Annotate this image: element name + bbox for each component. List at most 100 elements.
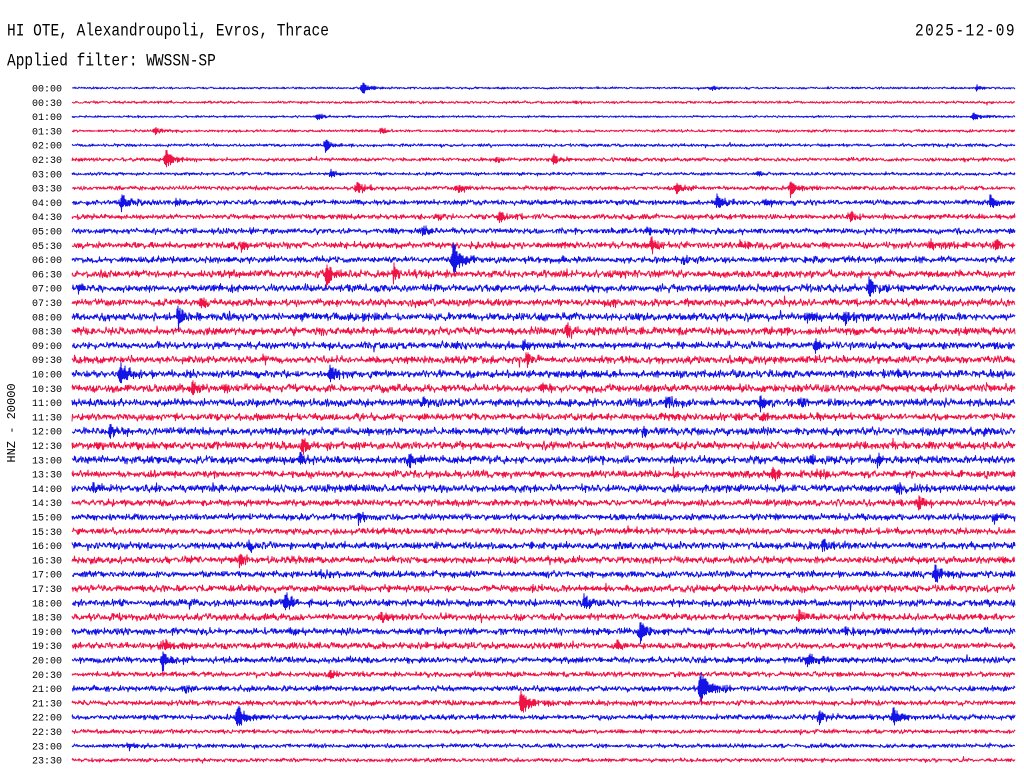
trace-13-00 — [71, 451, 1016, 469]
row-label: 17:00 — [32, 571, 62, 582]
trace-14-30 — [71, 495, 1016, 511]
trace-12-30 — [71, 437, 1016, 455]
trace-08-30 — [71, 322, 1016, 339]
row-label: 00:30 — [32, 99, 62, 110]
row-label: 08:00 — [32, 313, 62, 324]
row-label: 15:00 — [32, 514, 62, 525]
chart-subtitle: Applied filter: WWSSN-SP — [7, 52, 216, 72]
row-label: 07:00 — [32, 285, 62, 296]
trace-21-30 — [71, 689, 1016, 713]
row-label: 05:30 — [32, 242, 62, 253]
trace-03-00 — [71, 168, 1016, 178]
row-label: 22:30 — [32, 728, 62, 739]
row-label: 15:30 — [32, 528, 62, 539]
trace-00-30 — [71, 100, 1016, 106]
trace-18-00 — [71, 592, 1016, 611]
trace-16-30 — [71, 553, 1016, 569]
row-label: 02:00 — [32, 142, 62, 153]
row-label: 17:30 — [32, 585, 62, 596]
trace-21-00 — [71, 672, 1016, 704]
trace-07-30 — [71, 295, 1016, 309]
trace-17-30 — [71, 582, 1016, 594]
trace-09-30 — [71, 352, 1016, 368]
row-label: 12:00 — [32, 428, 62, 439]
row-label: 09:30 — [32, 356, 62, 367]
row-label: 06:30 — [32, 270, 62, 281]
row-label: 04:00 — [32, 199, 62, 210]
row-label: 21:00 — [32, 685, 62, 696]
row-label: 05:00 — [32, 228, 62, 239]
trace-05-30 — [71, 236, 1016, 255]
row-label: 18:30 — [32, 614, 62, 625]
trace-16-00 — [71, 538, 1016, 554]
trace-08-00 — [71, 305, 1016, 332]
row-label: 12:30 — [32, 442, 62, 453]
trace-20-30 — [71, 669, 1016, 679]
row-label: 00:00 — [32, 85, 62, 96]
row-labels: 00:00 00:30 01:00 01:30 02:00 02:30 03:00 03:30… — [32, 85, 62, 768]
row-label: 08:30 — [32, 328, 62, 339]
row-label: 11:00 — [32, 399, 62, 410]
trace-07-00 — [71, 276, 1016, 297]
row-label: 20:30 — [32, 671, 62, 682]
row-label: 19:30 — [32, 642, 62, 653]
chart-title: HI OTE, Alexandroupoli, Evros, Thrace — [7, 22, 329, 42]
trace-02-30 — [71, 149, 1016, 168]
trace-19-00 — [71, 622, 1016, 645]
trace-01-30 — [71, 126, 1016, 136]
trace-14-00 — [71, 481, 1016, 495]
row-label: 10:30 — [32, 385, 62, 396]
trace-01-00 — [71, 112, 1016, 121]
row-label: 01:00 — [32, 113, 62, 124]
trace-02-00 — [71, 139, 1016, 153]
trace-04-30 — [71, 210, 1016, 223]
trace-17-00 — [71, 564, 1016, 583]
row-label: 01:30 — [32, 127, 62, 138]
row-label: 03:00 — [32, 170, 62, 181]
row-label: 19:00 — [32, 628, 62, 639]
row-label: 02:30 — [32, 156, 62, 167]
row-label: 13:00 — [32, 456, 62, 467]
row-label: 10:00 — [32, 371, 62, 382]
row-label: 14:00 — [32, 485, 62, 496]
row-label: 07:30 — [32, 299, 62, 310]
row-label: 03:30 — [32, 185, 62, 196]
trace-11-30 — [71, 412, 1016, 422]
trace-22-30 — [71, 728, 1016, 736]
row-label: 09:00 — [32, 342, 62, 353]
chart-date: 2025-12-09 — [914, 22, 1016, 42]
row-label: 06:00 — [32, 256, 62, 267]
row-label: 18:00 — [32, 599, 62, 610]
trace-15-00 — [71, 511, 1016, 526]
row-label: 21:30 — [32, 699, 62, 710]
trace-04-00 — [71, 193, 1016, 213]
trace-15-30 — [71, 525, 1016, 536]
row-label: 04:30 — [32, 213, 62, 224]
trace-09-00 — [71, 338, 1016, 354]
trace-10-00 — [71, 362, 1016, 384]
trace-03-30 — [71, 181, 1016, 199]
row-label: 23:00 — [32, 742, 62, 753]
row-label: 16:30 — [32, 556, 62, 567]
trace-18-30 — [71, 608, 1016, 624]
row-label: 23:30 — [32, 757, 62, 768]
trace-06-00 — [71, 242, 1016, 275]
row-label: 11:30 — [32, 413, 62, 424]
row-label: 20:00 — [32, 657, 62, 668]
trace-23-30 — [71, 756, 1016, 764]
trace-23-00 — [71, 742, 1016, 752]
row-label: 13:30 — [32, 471, 62, 482]
trace-11-00 — [71, 395, 1016, 413]
row-label: 14:30 — [32, 499, 62, 510]
trace-10-30 — [71, 380, 1016, 396]
trace-20-00 — [71, 651, 1016, 672]
trace-00-00 — [71, 82, 1016, 94]
row-label: 22:00 — [32, 714, 62, 725]
row-label: 16:00 — [32, 542, 62, 553]
trace-22-00 — [71, 705, 1016, 726]
trace-05-00 — [71, 225, 1016, 237]
trace-13-30 — [71, 466, 1016, 482]
trace-06-30 — [71, 262, 1016, 289]
